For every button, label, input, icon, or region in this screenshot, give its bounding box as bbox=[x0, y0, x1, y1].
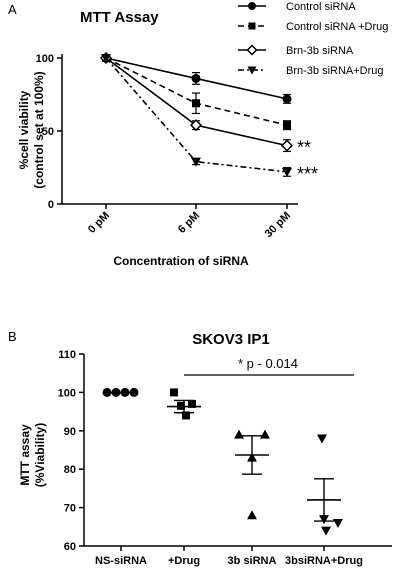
panel-a-legend: Control siRNA Control siRNA +Drug Brn-3b s… bbox=[238, 1, 388, 77]
panel-b-x-tick-label: +Drug bbox=[168, 555, 200, 567]
panel-a-ylabel: %cell viability (control set at 100%) bbox=[17, 71, 46, 188]
panel-b-data-point bbox=[247, 510, 257, 520]
panel-b-title: SKOV3 IP1 bbox=[192, 331, 270, 348]
panel-b-y-tick-label: 90 bbox=[64, 426, 76, 438]
panel-b-x-tick-label: NS-siRNA bbox=[95, 555, 147, 567]
panel-b-significance-label: * p - 0.014 bbox=[238, 356, 298, 371]
panel-a-xlabel: Concentration of siRNA bbox=[113, 254, 249, 268]
panel-a-legend-label: Control siRNA +Drug bbox=[286, 21, 388, 33]
panel-a-data-point bbox=[280, 139, 294, 152]
panel-b-label: B bbox=[8, 329, 17, 344]
panel-b-data-point bbox=[317, 434, 327, 444]
panel-a-x-tick-label: 0 pM bbox=[86, 210, 112, 236]
panel-b-y-tick-label: 100 bbox=[58, 387, 76, 399]
panel-b-y-tick-label: 70 bbox=[64, 503, 76, 515]
panel-a-series-line bbox=[105, 57, 288, 126]
panel-b-ylabel-line2: (%Viability) bbox=[33, 423, 47, 487]
panel-b-y-tick-label: 60 bbox=[64, 541, 76, 553]
panel-b-data-point bbox=[234, 429, 244, 439]
panel-b-groups bbox=[102, 387, 343, 536]
panel-a-data-point bbox=[191, 157, 201, 167]
panel-b-data-point bbox=[321, 526, 331, 536]
panel-a-legend-label: Brn-3b siRNA+Drug bbox=[286, 65, 384, 77]
panel-b-data-point bbox=[260, 429, 270, 439]
panel-a-y-tick-label: 100 bbox=[36, 53, 54, 65]
panel-a-data-point bbox=[282, 167, 292, 177]
panel-a-y-tick-label: 0 bbox=[48, 199, 54, 211]
panel-b-data-point bbox=[333, 518, 343, 528]
panel-a-series: ***** bbox=[99, 51, 318, 184]
panel-a-x-tick-label: 6 pM bbox=[176, 210, 202, 236]
panel-a-y-tick-label: 50 bbox=[42, 126, 54, 138]
panel-a-legend-label: Control siRNA bbox=[286, 1, 356, 13]
panel-a-legend-marker bbox=[246, 44, 258, 56]
panel-b-ylabel: MTT assay (%Viability) bbox=[18, 423, 47, 487]
panel-b-data-point bbox=[170, 388, 178, 397]
panel-a-legend-marker bbox=[248, 2, 256, 10]
panel-b: B SKOV3 IP1 MTT assay (%Viability) 60 70 8… bbox=[8, 329, 392, 567]
panel-a-data-point bbox=[191, 73, 201, 83]
panel-a-significance-label: ** bbox=[297, 138, 311, 158]
panel-a-series-line bbox=[105, 57, 288, 173]
panel-a-data-point bbox=[101, 54, 111, 63]
panel-a-data-point bbox=[192, 99, 200, 108]
panel-a-x-tick-label: 30 pM bbox=[263, 210, 294, 241]
panel-b-data-point bbox=[182, 411, 190, 420]
panel-a-legend-marker bbox=[247, 66, 257, 75]
panel-a-ylabel-line1: %cell viability bbox=[17, 90, 31, 169]
panel-b-x-tick-label: 3b siRNA bbox=[228, 555, 277, 567]
panel-a-data-point bbox=[189, 119, 203, 132]
panel-a-data-point bbox=[283, 121, 291, 130]
panel-a-ylabel-line2: (control set at 100%) bbox=[32, 71, 46, 188]
panel-b-y-tick-label: 110 bbox=[58, 349, 76, 361]
panel-b-x-tick-label: 3bsiRNA+Drug bbox=[285, 555, 363, 567]
panel-a-legend-marker bbox=[248, 22, 256, 30]
panel-b-data-point bbox=[188, 399, 196, 408]
panel-b-annotation: * p - 0.014 bbox=[184, 356, 354, 376]
panel-a: A MTT Assay %cell viability (control set… bbox=[8, 1, 388, 268]
panel-a-axes: 0 50 100 0 pM 6 pM 30 pM bbox=[36, 53, 298, 240]
panel-a-significance-label: *** bbox=[297, 164, 318, 184]
panel-b-ylabel-line1: MTT assay bbox=[18, 424, 32, 486]
panel-a-label: A bbox=[8, 2, 17, 17]
panel-b-axes: 60 70 80 90 100 110 NS-siRNA +Drug 3b siRNA 3bsiR… bbox=[58, 349, 392, 567]
panel-a-title: MTT Assay bbox=[80, 9, 159, 26]
panel-a-legend-label: Brn-3b siRNA bbox=[286, 45, 354, 57]
panel-b-y-tick-label: 80 bbox=[64, 464, 76, 476]
panel-a-data-point bbox=[282, 94, 292, 104]
